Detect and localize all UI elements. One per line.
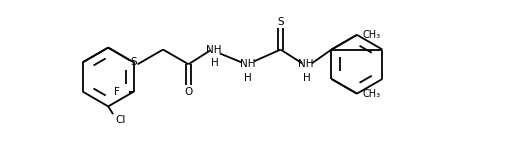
Text: S: S [277,17,284,27]
Text: F: F [114,87,120,97]
Text: H: H [303,73,311,83]
Text: S: S [130,57,137,67]
Text: NH: NH [239,59,255,69]
Text: NH: NH [206,45,222,55]
Text: CH₃: CH₃ [363,30,381,40]
Text: CH₃: CH₃ [363,89,381,99]
Text: NH: NH [298,59,314,69]
Text: Cl: Cl [115,115,125,125]
Text: H: H [244,73,252,83]
Text: H: H [211,58,219,68]
Text: O: O [184,87,193,97]
